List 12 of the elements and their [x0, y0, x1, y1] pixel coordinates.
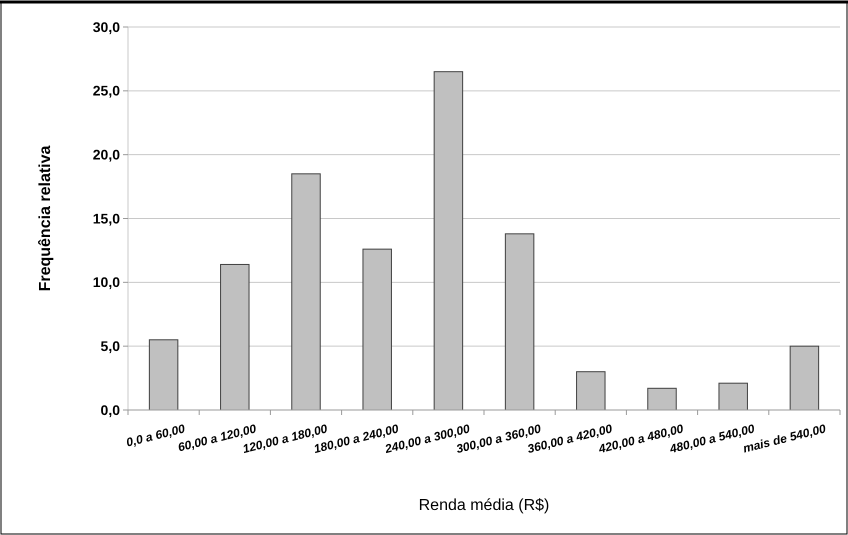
bar — [576, 371, 606, 410]
y-tick-label: 15,0 — [92, 210, 120, 226]
y-tick-label: 25,0 — [92, 82, 120, 99]
y-axis-title: Frequência relativa — [37, 145, 54, 292]
y-tick-label: 30,0 — [92, 18, 120, 35]
y-tick-label: 0,0 — [100, 402, 120, 418]
y-tick-label: 10,0 — [92, 274, 120, 290]
bar — [718, 382, 748, 410]
y-tick-label: 20,0 — [92, 146, 120, 163]
x-axis-title: Renda média (R$) — [418, 497, 550, 514]
bar — [647, 388, 677, 410]
y-tick-label: 5,0 — [100, 338, 120, 354]
